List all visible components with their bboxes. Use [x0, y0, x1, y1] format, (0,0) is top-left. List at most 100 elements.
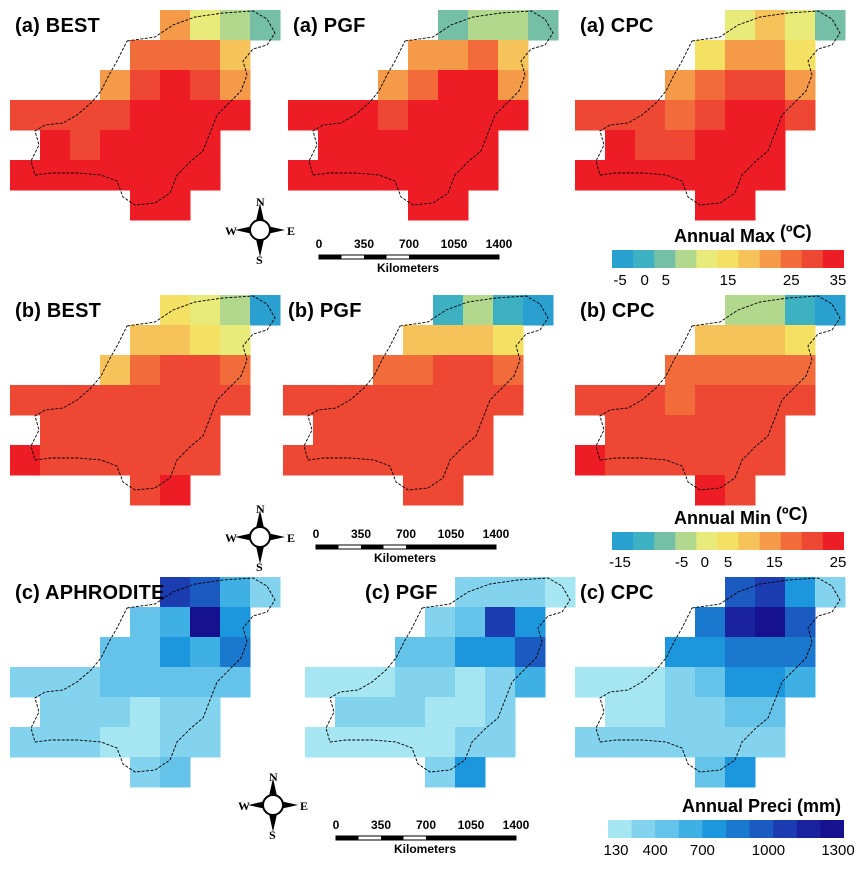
grid-cell — [545, 577, 576, 608]
panel-title: (b) BEST — [15, 300, 102, 322]
grid-cell — [725, 577, 756, 608]
grid-cell — [130, 637, 161, 668]
grid-map — [575, 10, 846, 221]
panel-title: (a) BEST — [15, 15, 100, 37]
grid-cell — [130, 727, 161, 758]
panel-title: (b) PGF — [288, 300, 362, 322]
grid-cell — [485, 607, 516, 638]
grid-cell — [378, 130, 409, 161]
panel-title: (c) APHRODITE — [15, 582, 165, 604]
grid-cell — [130, 445, 161, 476]
compass-label-s: S — [269, 828, 276, 842]
north-arrow-compass: N S W E — [238, 770, 309, 842]
grid-cell — [575, 385, 606, 416]
country-border — [30, 10, 276, 206]
scale-label: 0 — [315, 237, 323, 251]
grid-cell — [725, 130, 756, 161]
grid-cell — [755, 70, 786, 101]
grid-cell — [425, 697, 456, 728]
grid-cell — [695, 697, 726, 728]
map-panel-pgf-tmin: (b) PGF — [278, 290, 558, 515]
grid-cell — [160, 697, 191, 728]
grid-cell — [403, 385, 434, 416]
country-border — [595, 577, 841, 773]
scale-unit: Kilometers — [374, 551, 437, 565]
grid-cell — [40, 445, 71, 476]
scale-label: 350 — [350, 527, 372, 541]
grid-cell — [635, 100, 666, 131]
grid-cell — [343, 385, 374, 416]
grid-cell — [755, 385, 786, 416]
grid-cell — [665, 637, 696, 668]
grid-cell — [190, 325, 221, 356]
grid-cell — [220, 355, 251, 386]
legend-swatch — [780, 250, 803, 268]
scale-bar: 0 350 700 1050 1400 Kilometers — [313, 237, 523, 287]
grid-cell — [455, 637, 486, 668]
compass-label-e: E — [300, 799, 309, 813]
scale-label: 0 — [332, 818, 340, 832]
grid-cell — [695, 100, 726, 131]
grid-cell — [468, 10, 499, 41]
grid-cell — [785, 637, 816, 668]
legend-swatch — [633, 532, 655, 550]
grid-cell — [498, 70, 529, 101]
grid-cell — [755, 577, 786, 608]
grid-cell — [220, 325, 251, 356]
legend-tick-label: 15 — [766, 554, 783, 571]
grid-cell — [493, 295, 524, 326]
grid-cell — [408, 70, 439, 101]
grid-cell — [250, 10, 281, 41]
legend-swatch — [675, 250, 697, 268]
grid-cell — [100, 100, 131, 131]
grid-cell — [725, 190, 756, 221]
legend-tick-label: 1000 — [751, 842, 786, 859]
grid-cell — [220, 385, 251, 416]
grid-cell — [220, 607, 251, 638]
grid-cell — [755, 325, 786, 356]
grid-cell — [408, 100, 439, 131]
grid-cell — [100, 445, 131, 476]
compass-label-w: W — [225, 531, 237, 545]
grid-cell — [725, 385, 756, 416]
grid-cell — [725, 697, 756, 728]
grid-cell — [438, 70, 469, 101]
map-panel-pgf-tmax: (a) PGF — [283, 5, 563, 230]
grid-cell — [160, 160, 191, 191]
grid-cell — [305, 667, 336, 698]
grid-cell — [468, 70, 499, 101]
grid-cell — [755, 295, 786, 326]
country-border — [595, 295, 841, 491]
grid-cell — [815, 295, 846, 326]
legend-tick-label: 25 — [829, 554, 847, 571]
grid-cell — [160, 757, 191, 788]
grid-cell — [635, 130, 666, 161]
legend-swatch — [738, 250, 761, 268]
grid-cell — [408, 130, 439, 161]
scale-label: 700 — [395, 527, 417, 541]
compass-rose-icon — [248, 778, 298, 832]
scale-label: 1050 — [457, 818, 485, 832]
grid-cell — [373, 415, 404, 446]
grid-cell — [605, 385, 636, 416]
grid-cell — [100, 637, 131, 668]
grid-cell — [100, 160, 131, 191]
grid-cell — [725, 160, 756, 191]
map-panel-cpc-tmax: (a) CPC — [570, 5, 850, 230]
grid-cell — [160, 607, 191, 638]
grid-cell — [725, 607, 756, 638]
grid-cell — [190, 607, 221, 638]
grid-cell — [10, 100, 41, 131]
grid-cell — [635, 415, 666, 446]
grid-cell — [378, 100, 409, 131]
grid-cell — [70, 727, 101, 758]
legend-swatch — [631, 820, 656, 838]
grid-cell — [160, 100, 191, 131]
legend-swatch — [655, 820, 680, 838]
compass-label-w: W — [238, 799, 250, 813]
grid-cell — [100, 355, 131, 386]
grid-cell — [348, 160, 379, 191]
grid-cell — [40, 160, 71, 191]
grid-cell — [438, 100, 469, 131]
grid-cell — [403, 325, 434, 356]
